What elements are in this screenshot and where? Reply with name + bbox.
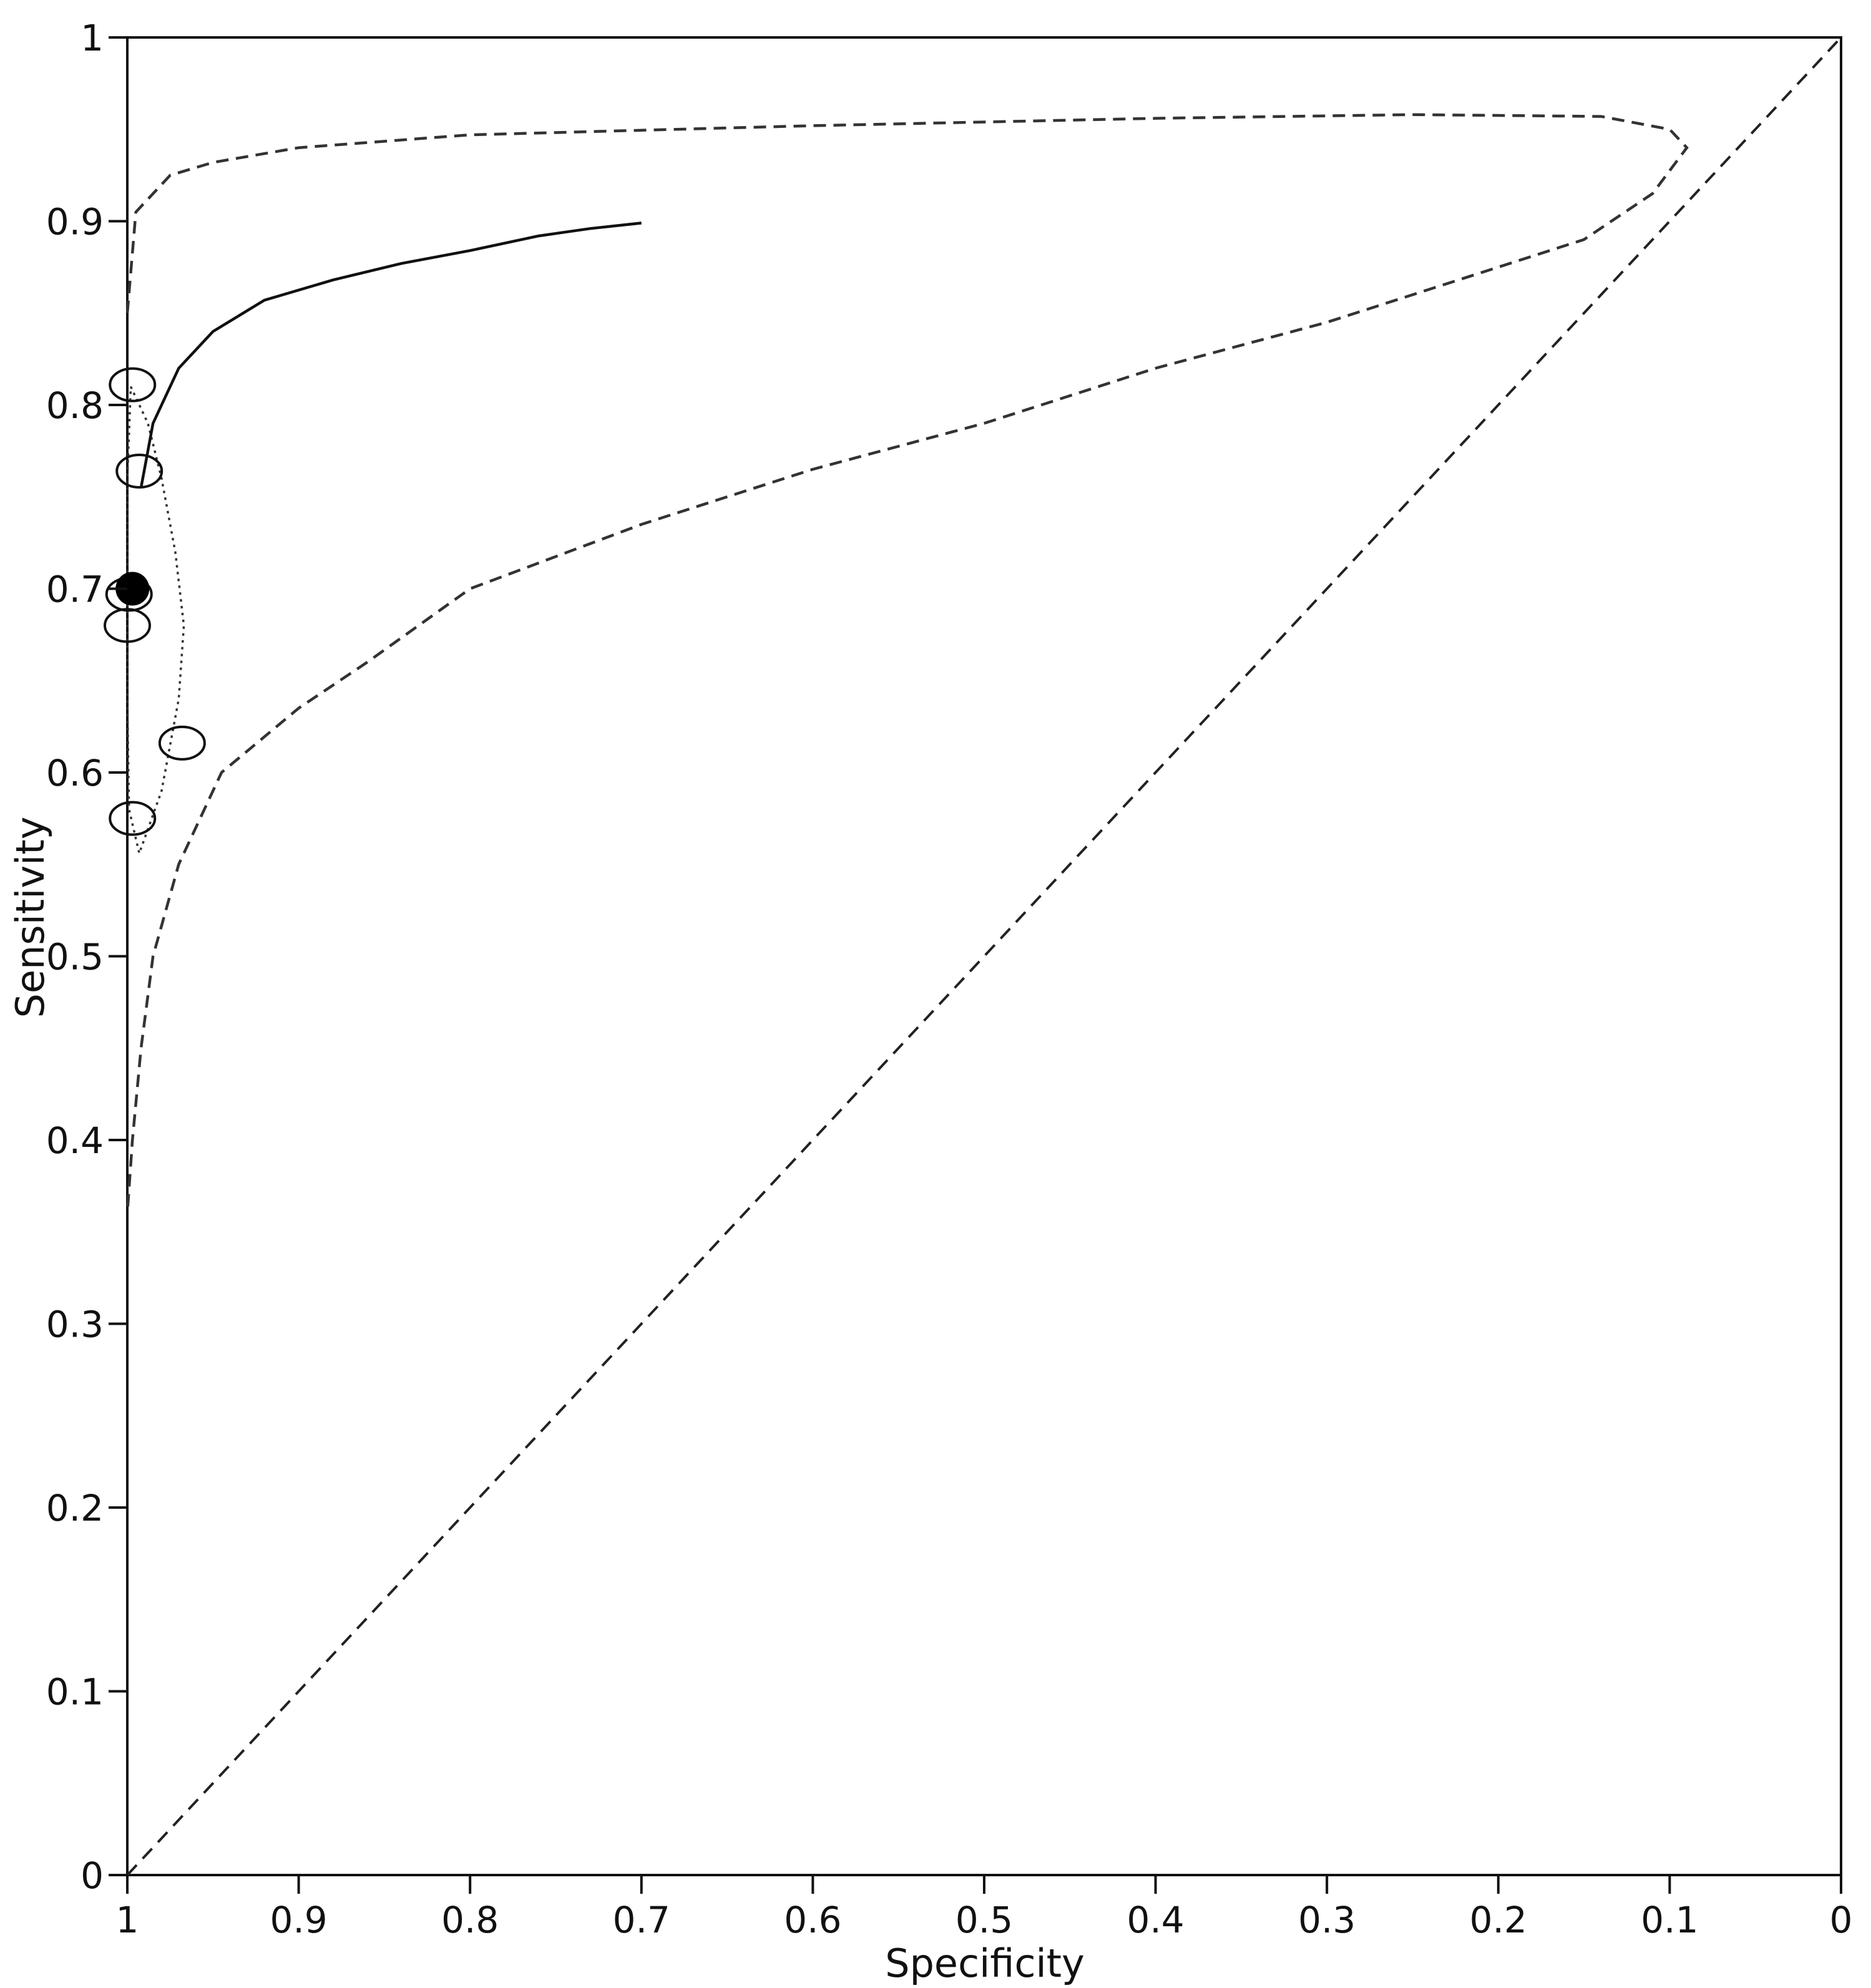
sroc-curve — [139, 222, 642, 488]
y-tick-label-7: 0.7 — [46, 568, 104, 611]
study-point-6 — [109, 801, 157, 836]
plot-area: 1 0.9 0.8 0.7 0.6 0.5 0.4 0.3 0.2 0.1 0 0 0.1 0.2 0.3 0… — [46, 17, 1853, 1941]
y-tick-label-0: 0 — [81, 1854, 104, 1897]
confidence-region — [126, 386, 185, 857]
study-point-5 — [158, 725, 206, 761]
x-tick-label-1: 0.9 — [270, 1899, 327, 1941]
y-tick-label-2: 0.2 — [46, 1487, 104, 1529]
x-tick-label-9: 0.1 — [1641, 1899, 1698, 1941]
x-tick-label-3: 0.7 — [613, 1899, 670, 1941]
x-tick-label-10: 0 — [1830, 1899, 1853, 1941]
x-tick-label-4: 0.6 — [784, 1899, 841, 1941]
x-tick-label-2: 0.8 — [441, 1899, 499, 1941]
x-tick-label-8: 0.2 — [1470, 1899, 1527, 1941]
y-tick-label-4: 0.4 — [46, 1119, 104, 1162]
y-axis-label: Sensitivity — [7, 817, 53, 1018]
x-axis-label: Specificity — [885, 1941, 1085, 1986]
reference-diagonal-line — [126, 36, 1842, 1876]
study-point-2 — [115, 454, 164, 489]
x-tick-label-5: 0.5 — [955, 1899, 1013, 1941]
y-tick-label-1: 0.1 — [46, 1671, 104, 1713]
y-tick-label-5: 0.5 — [46, 936, 104, 978]
y-tick-label-8: 0.8 — [46, 384, 104, 427]
y-tick-label-6: 0.6 — [46, 752, 104, 794]
y-tick-label-10: 1 — [81, 17, 104, 59]
x-tick-label-0: 1 — [116, 1899, 139, 1941]
x-tick-label-7: 0.3 — [1298, 1899, 1356, 1941]
x-tick-label-6: 0.4 — [1126, 1899, 1184, 1941]
y-tick-label-3: 0.3 — [46, 1303, 104, 1346]
y-tick-label-9: 0.9 — [46, 201, 104, 243]
summary-point — [115, 572, 150, 606]
study-point-1 — [109, 367, 157, 402]
